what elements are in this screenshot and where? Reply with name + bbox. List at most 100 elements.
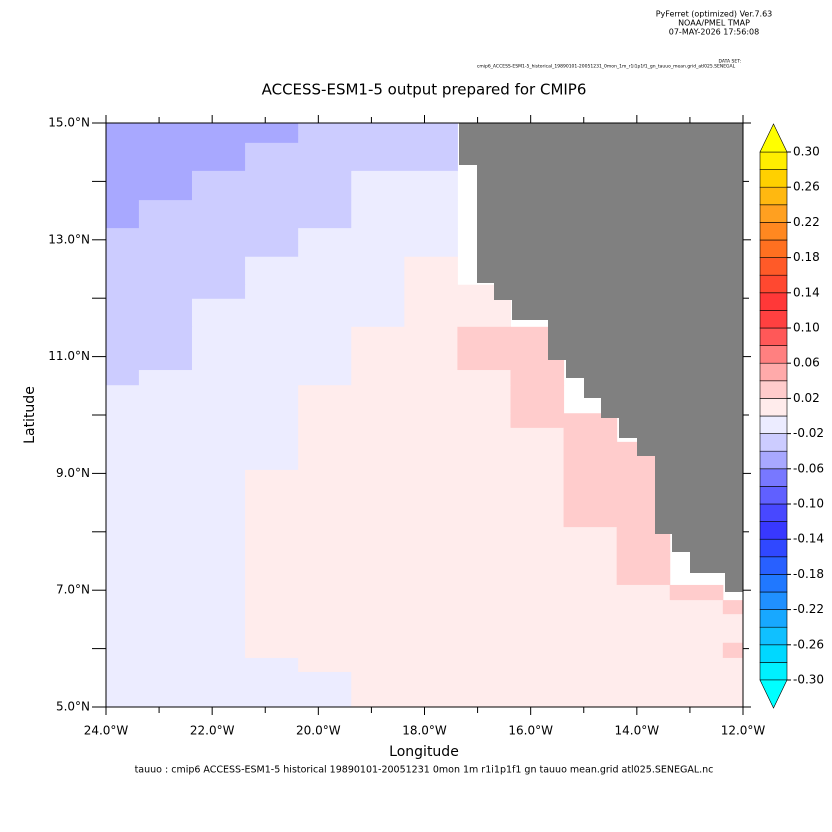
- cell: [457, 642, 511, 659]
- cell: [298, 123, 352, 144]
- cell: [404, 385, 458, 414]
- cell: [106, 142, 140, 172]
- cell: [457, 427, 511, 443]
- y-axis-label: Latitude: [22, 386, 38, 444]
- cell: [404, 614, 458, 644]
- cell: [191, 413, 246, 429]
- cell: [245, 256, 299, 286]
- x-axis-label: Longitude: [389, 744, 459, 760]
- cell: [351, 228, 405, 258]
- field: [106, 123, 744, 708]
- cell: [510, 469, 565, 528]
- cell: [106, 642, 140, 659]
- cell: [563, 584, 618, 601]
- cell: [510, 385, 565, 414]
- cell: [245, 584, 299, 601]
- cell: [457, 469, 511, 528]
- software: PyFerret (optimized) Ver.7.63: [656, 10, 773, 19]
- cell: [457, 584, 511, 601]
- x-tick-label: 12.0°W: [721, 724, 766, 738]
- x-tick-label: 20.0°W: [296, 724, 341, 738]
- y-tick-label: 13.0°N: [48, 232, 90, 246]
- colorbar-box: [759, 662, 788, 681]
- cell: [245, 228, 299, 258]
- cell: [191, 441, 246, 471]
- cell: [298, 614, 352, 644]
- cell: [138, 657, 193, 673]
- colorbar-box: [759, 644, 788, 663]
- cell: [191, 256, 246, 286]
- cell: [245, 123, 299, 144]
- cell: [722, 614, 744, 644]
- colorbar-label: 0.14: [793, 285, 820, 299]
- x-tick-label: 22.0°W: [190, 724, 235, 738]
- colorbar-box: [759, 274, 788, 294]
- cell: [191, 584, 246, 601]
- cell: [404, 298, 458, 328]
- colorbar-box: [759, 591, 788, 610]
- y-tick-label: 15.0°N: [48, 116, 90, 130]
- cell: [106, 441, 140, 471]
- cell: [404, 469, 458, 528]
- cell: [404, 441, 458, 471]
- cell: [351, 642, 405, 659]
- cell: [457, 671, 511, 708]
- cell: [616, 600, 671, 615]
- cell: [351, 584, 405, 601]
- cell: [298, 642, 352, 659]
- cell: [191, 284, 246, 300]
- cell: [245, 614, 299, 644]
- cell: [106, 284, 140, 300]
- cell: [191, 469, 246, 528]
- cell: [669, 671, 724, 708]
- cell: [106, 298, 140, 328]
- colorbar-box: [759, 169, 788, 188]
- cell: [106, 228, 140, 258]
- cell: [138, 614, 193, 644]
- cell: [351, 298, 405, 328]
- cell: [138, 584, 193, 601]
- colorbar-box: [759, 486, 788, 505]
- cell: [106, 370, 140, 386]
- cell: [351, 284, 405, 300]
- colorbar-box: [759, 521, 788, 540]
- cell: [616, 642, 671, 659]
- cell: [138, 441, 193, 471]
- cell: [510, 642, 565, 659]
- cell: [351, 600, 405, 615]
- cell: [298, 170, 352, 201]
- cell: [563, 657, 618, 673]
- cell: [298, 298, 352, 328]
- cell: [351, 256, 405, 286]
- cell: [510, 441, 565, 471]
- colorbar-label: 0.02: [793, 391, 820, 405]
- cell: [245, 642, 299, 659]
- cell: [191, 427, 246, 443]
- cell: [457, 614, 511, 644]
- cell: [106, 584, 140, 601]
- colorbar: 0.30 0.26 0.22 0.18 0.14 0.10 0.06 0.02 -0.02 -0.…: [759, 123, 824, 709]
- colorbar-label: -0.18: [793, 567, 824, 581]
- cell: [404, 284, 458, 300]
- cell: [457, 413, 511, 429]
- cell: [351, 671, 405, 708]
- cell: [245, 326, 299, 371]
- cell: [191, 326, 246, 371]
- colorbar-box: [759, 626, 788, 646]
- colorbar-label: -0.10: [793, 497, 824, 511]
- cell: [245, 370, 299, 386]
- cell: [404, 427, 458, 443]
- cell: [245, 657, 299, 673]
- cell: [106, 200, 140, 229]
- cell: [298, 527, 352, 586]
- cell: [563, 441, 618, 471]
- cell: [138, 200, 193, 229]
- cell: [138, 413, 193, 429]
- cell: [510, 614, 565, 644]
- cell: [191, 527, 246, 586]
- cell: [298, 142, 352, 172]
- cell: [106, 170, 140, 201]
- cell: [351, 413, 405, 429]
- cell: [138, 671, 193, 708]
